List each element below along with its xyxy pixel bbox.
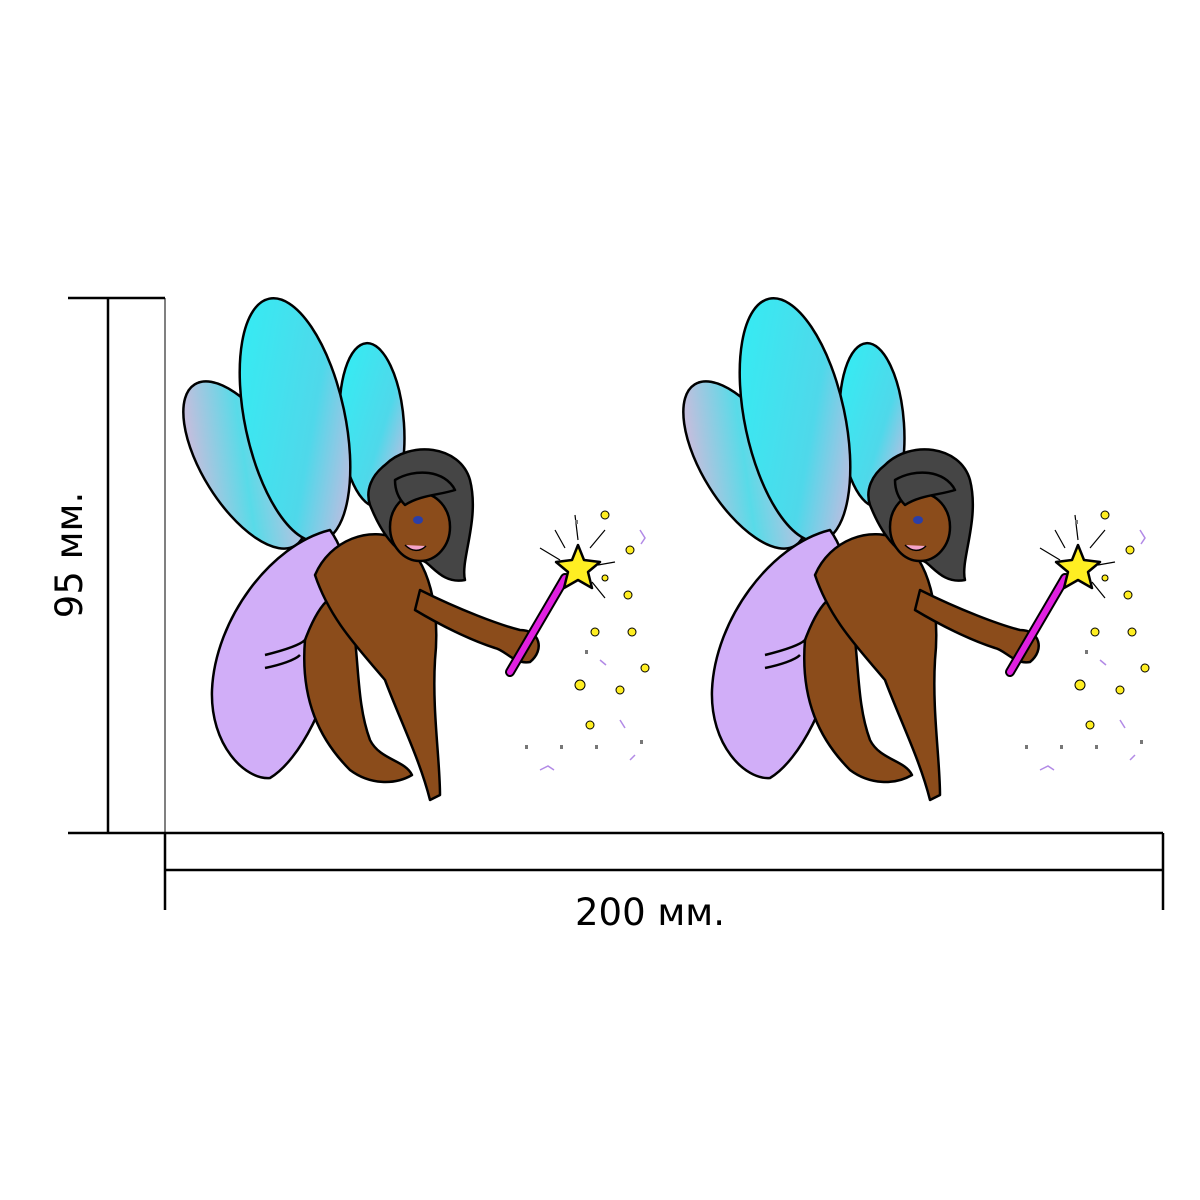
fairy-illustration — [659, 288, 1149, 800]
width-label: 200 мм. — [575, 891, 725, 934]
height-label: 95 мм. — [48, 492, 91, 618]
fairy-illustration — [159, 288, 649, 800]
